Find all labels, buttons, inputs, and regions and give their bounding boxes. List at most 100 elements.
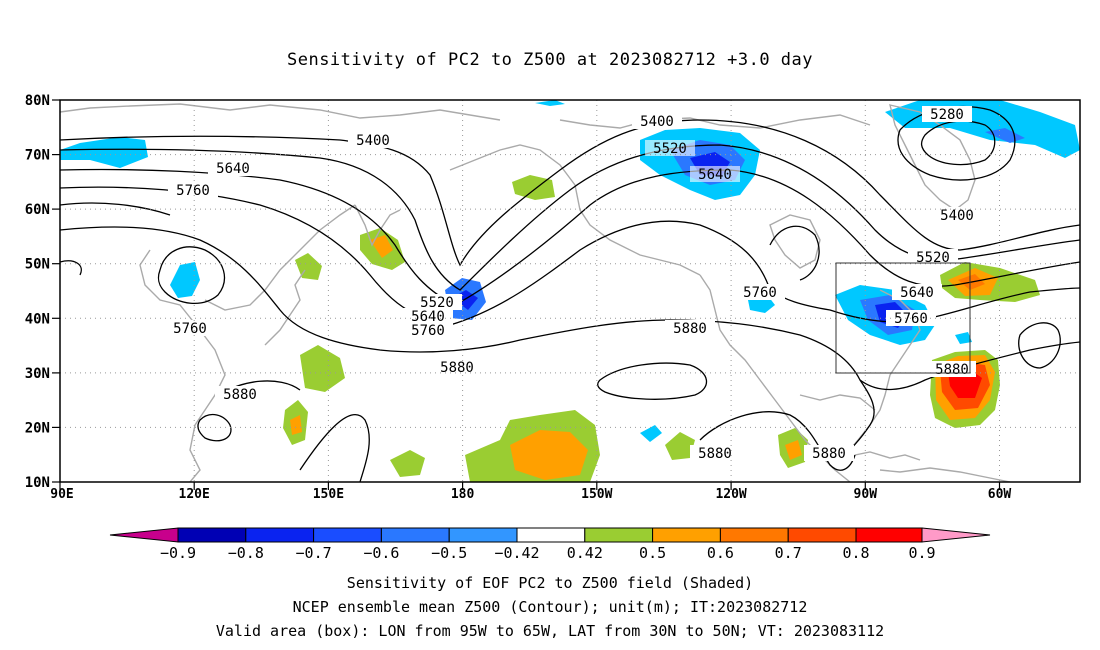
pos-blob-japan-n xyxy=(295,253,322,280)
pos-blob-bering-core xyxy=(370,235,393,258)
pos-blob-philippine-core xyxy=(290,415,302,435)
contour-5640-a xyxy=(60,168,1080,306)
svg-text:5520: 5520 xyxy=(420,295,454,311)
colorbar-cell xyxy=(313,527,382,543)
neg-blob-atlantic xyxy=(955,332,972,344)
contour-label: 5760 xyxy=(165,320,215,337)
svg-text:5880: 5880 xyxy=(698,446,732,462)
svg-text:5400: 5400 xyxy=(940,208,974,224)
colorbar-label: 0.8 xyxy=(842,544,869,562)
contour-5520-b xyxy=(60,260,82,276)
colorbar-label: 0.5 xyxy=(639,544,666,562)
lon-labels: 90E 120E 150E 180 150W 120W 90W 60W xyxy=(50,487,1011,502)
contour-low-kamchatka xyxy=(157,246,226,304)
tick-marks xyxy=(52,99,1001,490)
colorbar-cell xyxy=(380,527,450,543)
colorbar-cell xyxy=(787,527,857,543)
contour-label: 5400 xyxy=(348,132,398,149)
svg-text:5880: 5880 xyxy=(440,360,474,376)
lat-labels: 80N 70N 60N 50N 40N 30N 20N 10N xyxy=(25,93,50,491)
pos-blob-tropic-3 xyxy=(665,432,695,460)
svg-text:5760: 5760 xyxy=(894,311,928,327)
coast-japan xyxy=(264,269,306,346)
colorbar-label: −0.5 xyxy=(431,544,467,562)
svg-text:5880: 5880 xyxy=(223,387,257,403)
contour-pac-high xyxy=(597,362,708,400)
lon-label: 150W xyxy=(581,487,612,502)
contour-label: 5640 xyxy=(892,284,942,301)
coast-korea-china xyxy=(204,204,356,311)
svg-text:5640: 5640 xyxy=(216,161,250,177)
contour-5760-b xyxy=(769,225,820,281)
contour-label: 5880 xyxy=(928,361,976,378)
coast-caribbean xyxy=(854,451,921,461)
svg-text:5880: 5880 xyxy=(812,446,846,462)
valid-area-box xyxy=(835,262,971,374)
contour-label: 5400 xyxy=(632,113,682,130)
caption-line-3: Valid area (box): LON from 95W to 65W, L… xyxy=(215,622,885,640)
colorbar-label: −0.42 xyxy=(494,544,539,562)
coast-kamchatka xyxy=(354,204,401,247)
lon-label: 60W xyxy=(988,487,1012,502)
svg-text:5880: 5880 xyxy=(673,321,707,337)
lat-label: 30N xyxy=(25,366,50,382)
colorbar-cell xyxy=(516,527,586,543)
caption-line-2: NCEP ensemble mean Z500 (Contour); unit(… xyxy=(292,598,808,616)
pos-blob-tropic-2-core xyxy=(510,430,588,480)
lon-label: 120E xyxy=(179,487,210,502)
colorbar-labels: −0.9 −0.8 −0.7 −0.6 −0.5 −0.42 0.42 0.5 … xyxy=(160,544,936,562)
neg-blob-pacific-south xyxy=(640,425,662,442)
neg-blob-nw xyxy=(60,137,148,168)
colorbar-cell xyxy=(855,527,923,543)
lon-label: 120W xyxy=(715,487,746,502)
svg-text:5400: 5400 xyxy=(356,133,390,149)
lon-label: 90E xyxy=(50,487,73,502)
coast-asia-north xyxy=(60,103,501,121)
colorbar-label: 0.6 xyxy=(707,544,734,562)
pos-blob-tropic-4-core xyxy=(785,440,802,460)
lat-label: 60N xyxy=(25,202,50,218)
colorbar xyxy=(109,527,991,543)
svg-text:5520: 5520 xyxy=(653,141,687,157)
svg-text:5760: 5760 xyxy=(411,323,445,339)
contour-label: 5880 xyxy=(804,445,854,462)
colorbar-cell xyxy=(177,527,247,543)
colorbar-cell xyxy=(448,527,518,543)
svg-text:5400: 5400 xyxy=(640,114,674,130)
lon-label: 150E xyxy=(313,487,344,502)
colorbar-cell xyxy=(245,527,315,543)
coast-gulf xyxy=(799,394,876,411)
svg-text:5760: 5760 xyxy=(176,183,210,199)
colorbar-label: 0.42 xyxy=(567,544,603,562)
lat-label: 20N xyxy=(25,420,50,436)
svg-text:5880: 5880 xyxy=(935,362,969,378)
lon-label: 180 xyxy=(451,487,475,502)
coast-greenland xyxy=(889,104,976,211)
svg-text:5280: 5280 xyxy=(930,107,964,123)
contour-label: 5760 xyxy=(735,284,785,301)
plot-frame xyxy=(59,99,1081,483)
contour-5880-a xyxy=(60,226,1080,391)
coast-bering xyxy=(449,144,701,276)
lat-label: 50N xyxy=(25,257,50,273)
contour-5400-a xyxy=(60,119,1080,267)
lat-label: 80N xyxy=(25,93,50,109)
coastlines xyxy=(60,103,1011,482)
contour-label: 5880 xyxy=(215,386,265,403)
lon-label: 90W xyxy=(854,487,878,502)
lat-label: 10N xyxy=(25,475,50,491)
contour-label: 5640 xyxy=(690,166,740,183)
contour-label: 5880 xyxy=(432,359,482,376)
coast-south-america xyxy=(879,467,1011,482)
contour-label: 5760 xyxy=(403,322,453,339)
colorbar-cell xyxy=(109,527,179,543)
contour-5880-b xyxy=(197,413,232,442)
contour-5880-d xyxy=(699,411,856,471)
coast-north-america-n xyxy=(559,114,871,129)
neg-blob-kamchatka xyxy=(170,262,200,298)
colorbar-label: −0.7 xyxy=(296,544,332,562)
svg-text:5640: 5640 xyxy=(698,167,732,183)
colorbar-cell xyxy=(652,527,721,543)
contour-labels: 5400 5400 5280 5520 5640 5640 5760 5400 … xyxy=(165,106,982,462)
svg-text:5760: 5760 xyxy=(743,285,777,301)
